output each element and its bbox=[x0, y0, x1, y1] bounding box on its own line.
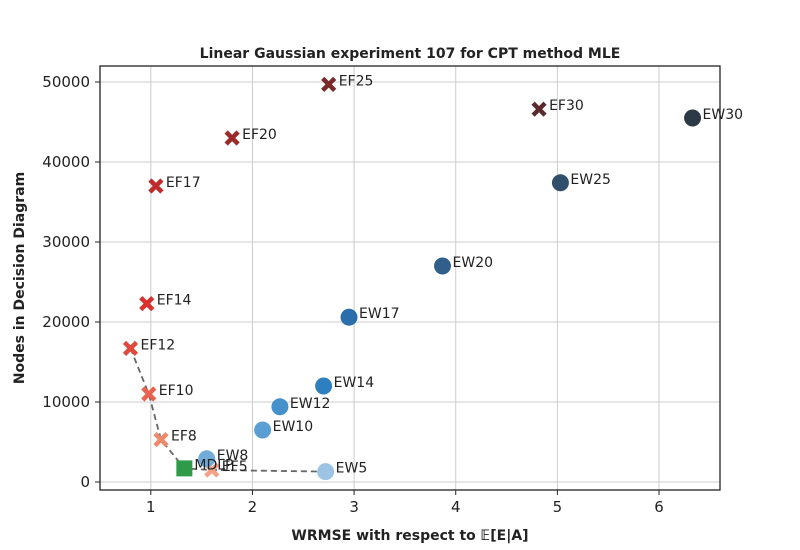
tick-layer: 1 2 3 4 5 6 0 10000 20000 30000 40000 50000 bbox=[42, 73, 664, 516]
label-ew25: EW25 bbox=[570, 172, 611, 188]
plot-frame bbox=[99, 65, 721, 491]
marker-ef20 bbox=[224, 130, 240, 146]
label-ef10: EF10 bbox=[159, 383, 194, 399]
label-ew12: EW12 bbox=[290, 396, 331, 412]
label-ef5: EF5 bbox=[222, 459, 248, 475]
marker-ef8 bbox=[153, 432, 169, 448]
chart-title: Linear Gaussian experiment 107 for CPT m… bbox=[200, 46, 621, 62]
marker-ew5 bbox=[317, 463, 335, 481]
marker-ef17 bbox=[148, 178, 164, 194]
label-ef17: EF17 bbox=[166, 175, 201, 191]
x-axis-label: WRMSE with respect to 𝔼[E|A] bbox=[291, 528, 528, 544]
label-ew30: EW30 bbox=[703, 107, 744, 123]
x-tick-label: 1 bbox=[146, 498, 156, 516]
grid-layer bbox=[100, 66, 720, 490]
y-tick-label: 40000 bbox=[42, 153, 90, 171]
marker-ef12 bbox=[122, 340, 139, 356]
marker-layer bbox=[122, 76, 702, 481]
label-ew17: EW17 bbox=[359, 306, 400, 322]
frontier-line-layer bbox=[129, 348, 326, 473]
marker-ef25 bbox=[321, 76, 337, 92]
label-ew8: EW8 bbox=[217, 448, 249, 464]
marker-mdlp bbox=[176, 460, 193, 477]
y-axis-label: Nodes in Decision Diagram bbox=[12, 172, 28, 384]
label-ef30: EF30 bbox=[549, 98, 584, 114]
marker-ef10 bbox=[141, 386, 157, 402]
label-ew14: EW14 bbox=[334, 375, 375, 391]
marker-ew25 bbox=[551, 174, 569, 192]
marker-ew30 bbox=[684, 109, 702, 127]
marker-ew17 bbox=[340, 308, 358, 326]
label-ew20: EW20 bbox=[453, 255, 494, 271]
point-label-layer: EF5 EF8 EF10 EF12 EF14 EF17 EF20 EF25 EF30 EW5 EW8… bbox=[140, 73, 743, 476]
x-tick-label: 3 bbox=[349, 498, 359, 516]
y-tick-label: 30000 bbox=[42, 233, 90, 251]
marker-ew10 bbox=[254, 421, 272, 439]
label-ef8: EF8 bbox=[171, 429, 197, 445]
label-ew10: EW10 bbox=[273, 419, 314, 435]
x-tick-label: 4 bbox=[451, 498, 461, 516]
x-tick-label: 5 bbox=[553, 498, 563, 516]
label-mdlp: MDLP bbox=[194, 457, 233, 473]
y-tick-label: 50000 bbox=[42, 73, 90, 91]
frontier-line bbox=[129, 348, 326, 473]
y-tick-label: 0 bbox=[80, 473, 90, 491]
x-tick-label: 2 bbox=[248, 498, 258, 516]
marker-ew14 bbox=[315, 377, 333, 395]
label-ef14: EF14 bbox=[157, 293, 192, 309]
label-ew5: EW5 bbox=[336, 461, 368, 477]
marker-ew20 bbox=[434, 257, 452, 275]
label-ef25: EF25 bbox=[339, 73, 374, 89]
marker-ef14 bbox=[139, 296, 155, 312]
marker-ef30 bbox=[531, 101, 547, 117]
y-tick-label: 10000 bbox=[42, 393, 90, 411]
y-tick-label: 20000 bbox=[42, 313, 90, 331]
marker-ew12 bbox=[271, 398, 289, 416]
label-ef12: EF12 bbox=[140, 337, 175, 353]
marker-ew8 bbox=[198, 450, 216, 468]
label-ef20: EF20 bbox=[242, 127, 277, 143]
x-tick-label: 6 bbox=[654, 498, 664, 516]
